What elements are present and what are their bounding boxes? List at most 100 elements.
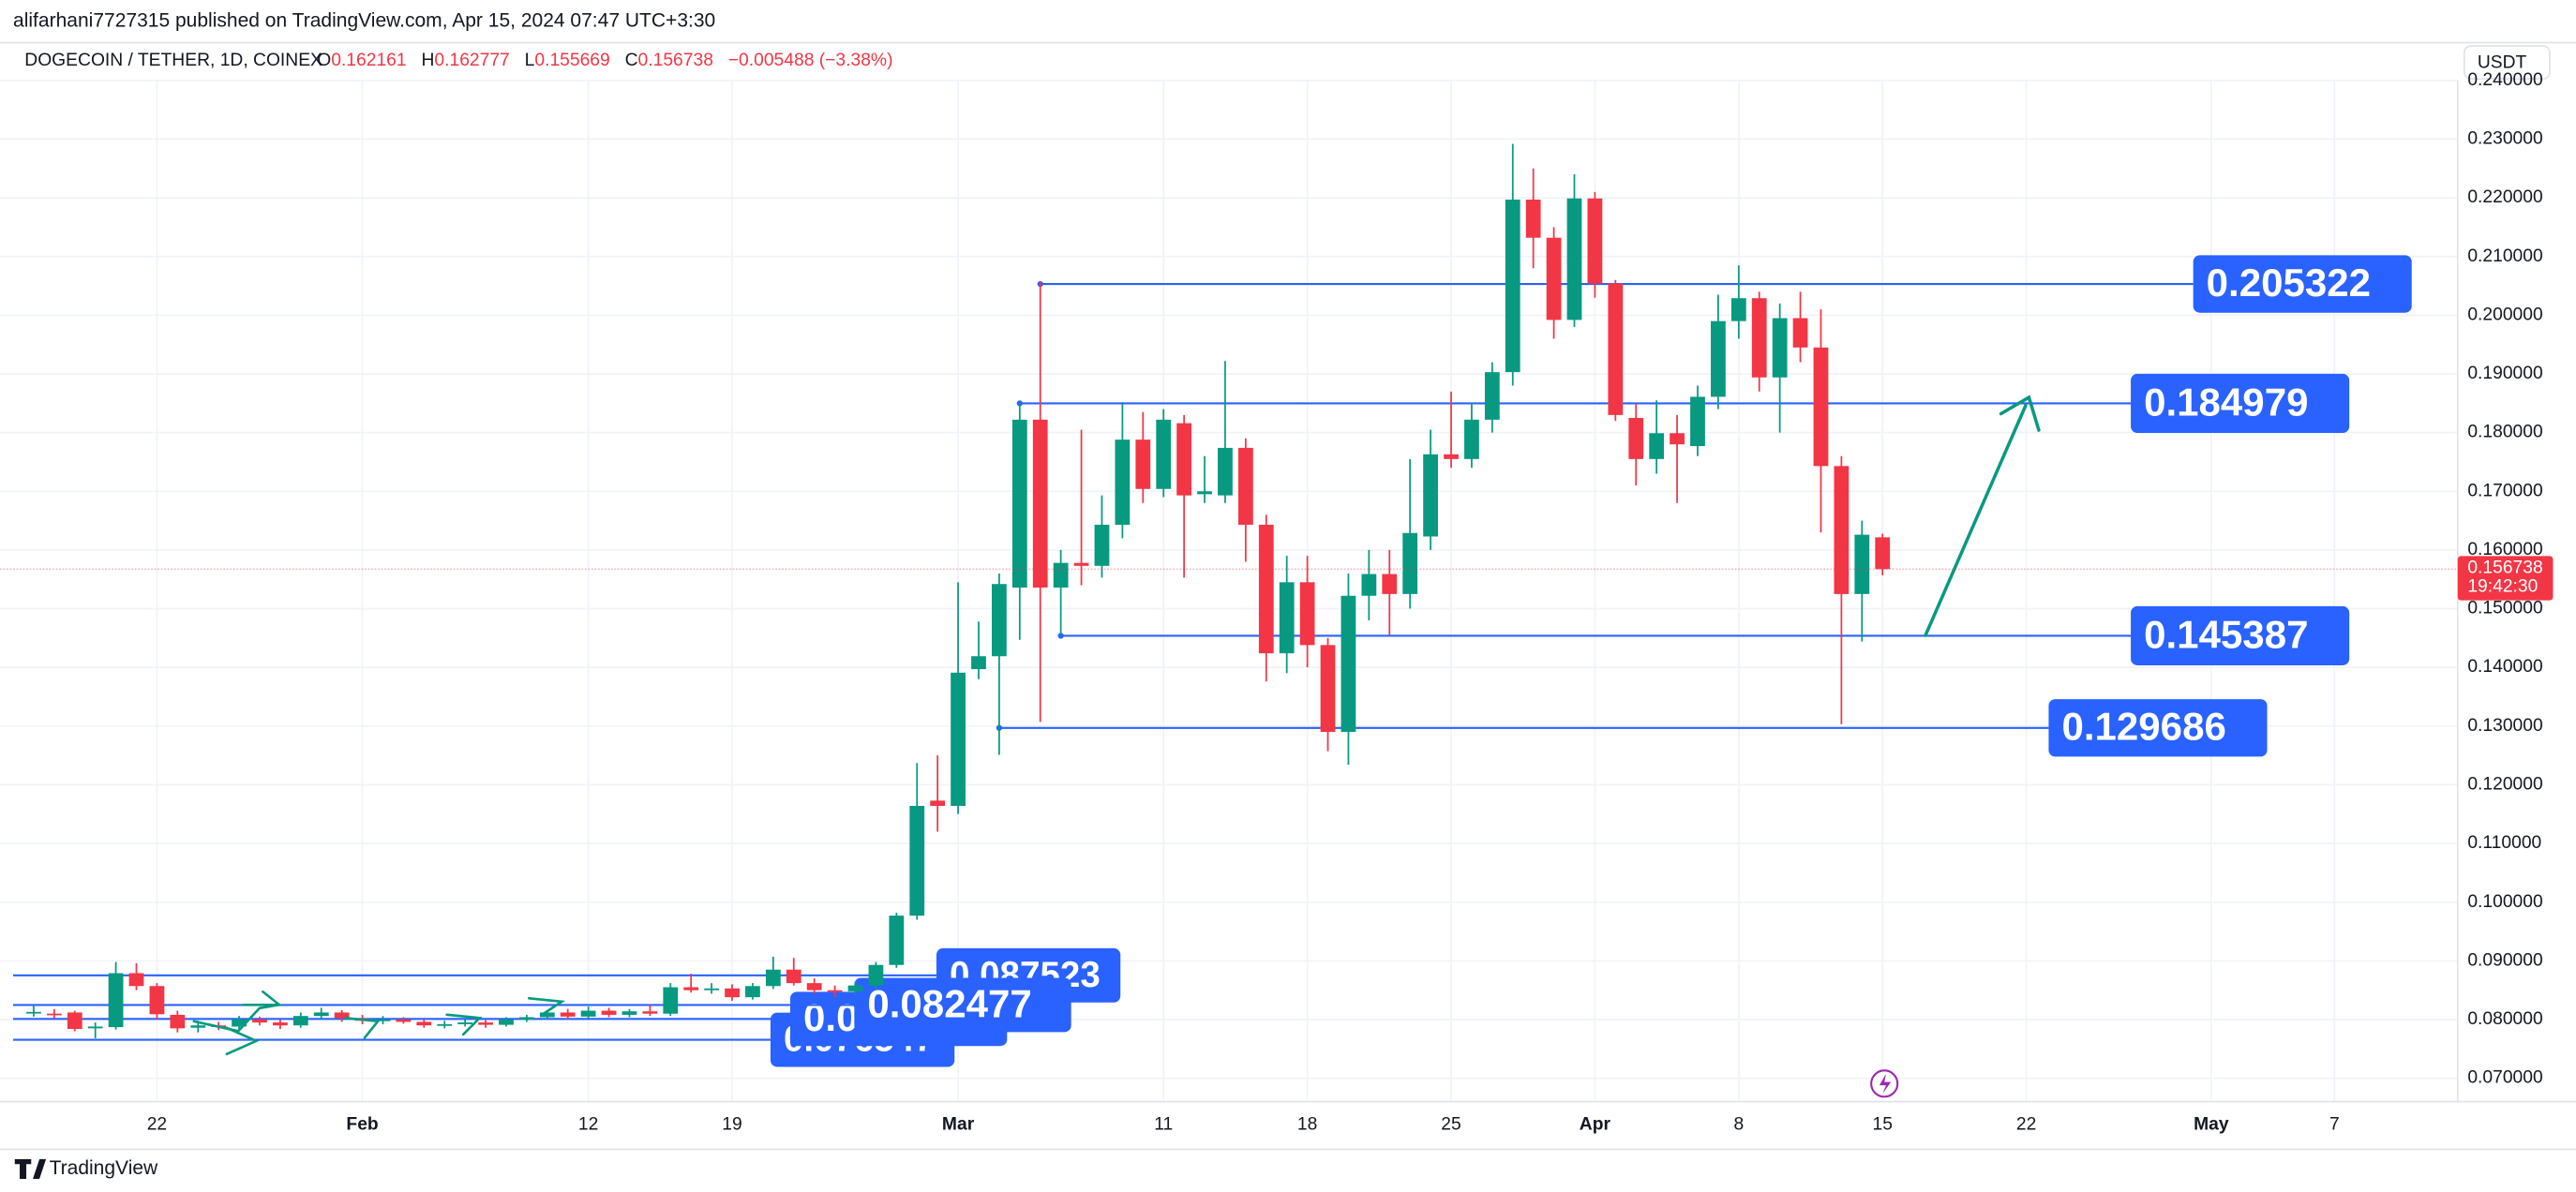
- candle-body: [1751, 298, 1767, 378]
- candle-body: [1032, 419, 1048, 588]
- y-tick-label: 0.070000: [2467, 1068, 2542, 1088]
- candle-body: [457, 1022, 473, 1024]
- value: 0.156738: [638, 51, 713, 70]
- x-tick-label: 25: [1441, 1114, 1460, 1134]
- candle-body: [539, 1012, 555, 1018]
- candle-body: [1792, 318, 1808, 348]
- candle-body: [1628, 417, 1644, 459]
- level-box: [2131, 605, 2350, 665]
- level-box: [854, 977, 1071, 1033]
- candle-body: [683, 987, 699, 991]
- y-tick-label: 0.220000: [2467, 187, 2542, 207]
- x-tick-label: 18: [1297, 1114, 1317, 1134]
- brand-logo: [14, 1158, 47, 1179]
- y-tick-label: 0.080000: [2467, 1009, 2542, 1029]
- x-tick-label: 22: [147, 1114, 167, 1134]
- candle-body: [1444, 454, 1459, 459]
- x-tick-label: May: [2194, 1114, 2229, 1134]
- arrow-head: [242, 990, 283, 1006]
- y-tick-label: 0.140000: [2467, 657, 2542, 677]
- candle-body: [909, 805, 925, 916]
- x-tick-label: 12: [578, 1114, 598, 1134]
- x-tick-label: Apr: [1580, 1114, 1611, 1134]
- candle-body: [1587, 198, 1603, 284]
- candle-body: [1135, 440, 1151, 489]
- x-tick-label: 15: [1872, 1114, 1892, 1134]
- candle-body: [786, 969, 801, 984]
- x-tick-label: Feb: [346, 1114, 378, 1134]
- candle-body: [437, 1023, 453, 1026]
- candle-body: [190, 1025, 206, 1028]
- candle-body: [951, 672, 966, 806]
- candle-body: [149, 986, 165, 1015]
- y-tick-label: 0.230000: [2467, 129, 2542, 149]
- label: L: [525, 51, 535, 70]
- brand: TradingView: [50, 1157, 158, 1179]
- published-note: alifarhani7727315 published on TradingVi…: [13, 9, 715, 31]
- y-tick-label: 0.210000: [2467, 246, 2542, 266]
- value: 0.155669: [534, 51, 609, 70]
- ticks: 0.070000 0.080000 0.090000 0.100000 0.110000…: [147, 70, 2543, 1134]
- candle-body: [725, 988, 740, 998]
- candle-body: [1834, 466, 1850, 594]
- candle-body: [1546, 237, 1562, 320]
- candle-body: [292, 1016, 308, 1026]
- candle-body: [663, 987, 679, 1014]
- y-tick-label: 0.170000: [2467, 481, 2542, 500]
- y-tick-label: 0.240000: [2467, 70, 2542, 90]
- candle-body: [375, 1019, 391, 1021]
- candle-body: [478, 1022, 493, 1025]
- candle-body: [518, 1017, 534, 1020]
- candle-body: [1402, 532, 1418, 594]
- level-anchor: [1057, 633, 1064, 639]
- candle-body: [252, 1019, 267, 1023]
- label: H: [421, 51, 434, 70]
- candle-body: [622, 1011, 637, 1015]
- x-tick-label: 8: [1733, 1114, 1744, 1134]
- currency-button[interactable]: [2463, 45, 2551, 80]
- candle-body: [1320, 645, 1336, 733]
- x-tick-label: 11: [1154, 1114, 1173, 1134]
- y-tick-label: 0.110000: [2467, 833, 2541, 853]
- level-box: [2048, 699, 2268, 757]
- y-tick-label: 0.130000: [2467, 716, 2542, 736]
- candle-body: [642, 1011, 658, 1014]
- candle-body: [1258, 524, 1274, 654]
- candle-body: [806, 983, 822, 991]
- x-tick-label: 7: [2329, 1114, 2340, 1134]
- candle-body: [1711, 320, 1726, 397]
- candle-body: [560, 1012, 576, 1017]
- candle-body: [1094, 524, 1110, 566]
- annotations: [192, 395, 2041, 1056]
- candle-body: [601, 1010, 617, 1015]
- candle-body: [1115, 440, 1131, 525]
- last-price-label: 0.156738: [2467, 559, 2542, 578]
- candle-body: [1690, 396, 1705, 447]
- level-box: [2193, 255, 2412, 313]
- last-price-tag: [2457, 556, 2554, 601]
- candle-body: [1875, 537, 1891, 570]
- arrow-head: [528, 996, 566, 1017]
- candle-body: [1464, 419, 1479, 459]
- candle-body: [170, 1014, 186, 1029]
- candle-body: [1279, 582, 1295, 654]
- candle-body: [1772, 318, 1788, 378]
- y-tick-label: 0.180000: [2467, 423, 2542, 442]
- candle-body: [1382, 574, 1398, 594]
- candle-body: [416, 1021, 432, 1026]
- arrow-head: [225, 1026, 260, 1056]
- countdown: 19:42:30: [2467, 577, 2538, 597]
- candle-body: [1299, 582, 1315, 646]
- candle-body: [1011, 419, 1027, 588]
- y-tick-label: 0.160000: [2467, 540, 2542, 559]
- ohlc-legend: O0.162161 H0.162777 L0.155669 C0.156738 …: [317, 51, 892, 70]
- candle-body: [1053, 562, 1069, 588]
- candle-body: [128, 973, 144, 987]
- candle-body: [930, 800, 946, 806]
- candle-body: [847, 985, 863, 991]
- x-tick-label: 22: [2016, 1114, 2036, 1134]
- candle-body: [108, 973, 124, 1028]
- label: C: [625, 51, 638, 70]
